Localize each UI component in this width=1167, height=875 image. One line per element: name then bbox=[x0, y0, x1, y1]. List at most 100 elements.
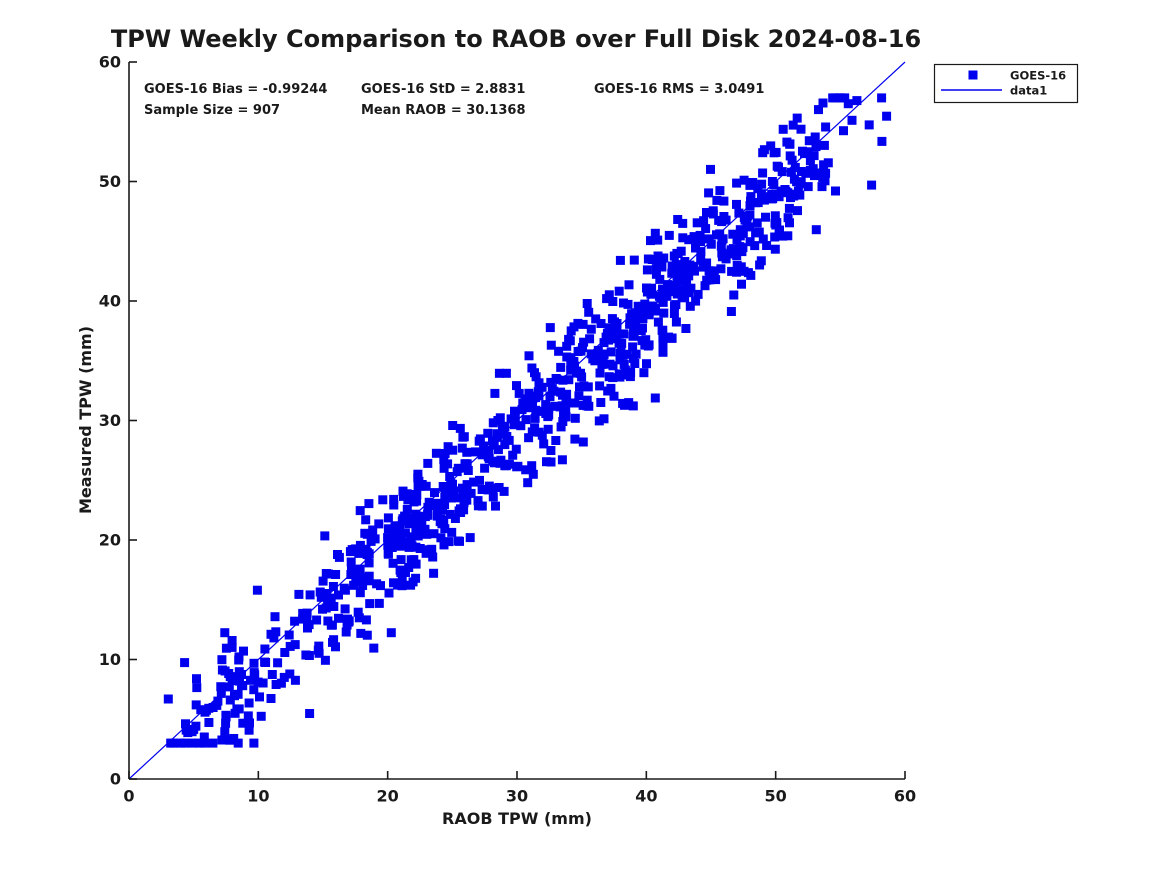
scatter-point bbox=[544, 410, 554, 420]
scatter-point bbox=[180, 738, 190, 748]
scatter-point bbox=[406, 555, 416, 565]
scatter-point bbox=[491, 501, 500, 511]
scatter-point bbox=[273, 658, 283, 668]
scatter-point bbox=[556, 362, 566, 372]
scatter-point bbox=[422, 529, 432, 539]
scatter-point bbox=[586, 324, 596, 334]
scatter-point bbox=[673, 276, 682, 285]
scatter-point bbox=[378, 495, 388, 505]
scatter-point bbox=[620, 365, 630, 375]
scatter-point bbox=[543, 424, 553, 434]
scatter-point bbox=[638, 323, 647, 333]
scatter-point bbox=[499, 422, 509, 432]
scatter-point bbox=[728, 229, 738, 239]
scatter-point bbox=[217, 655, 227, 665]
scatter-point bbox=[777, 167, 787, 177]
scatter-point bbox=[877, 93, 887, 103]
scatter-point bbox=[798, 146, 807, 156]
scatter-point bbox=[396, 529, 406, 539]
scatter-point bbox=[316, 592, 326, 602]
scatter-point bbox=[564, 375, 574, 385]
scatter-point bbox=[243, 711, 253, 721]
scatter-point bbox=[321, 603, 331, 613]
scatter-point bbox=[745, 180, 755, 190]
scatter-point bbox=[356, 628, 366, 638]
legend-marker-square-icon bbox=[968, 70, 978, 80]
scatter-point bbox=[726, 307, 736, 316]
scatter-point bbox=[320, 531, 330, 541]
scatter-point bbox=[823, 158, 833, 168]
scatter-point bbox=[516, 421, 526, 431]
scatter-point bbox=[260, 644, 270, 654]
scatter-point bbox=[440, 500, 450, 510]
scatter-point bbox=[681, 324, 691, 333]
scatter-point bbox=[843, 99, 853, 109]
scatter-point bbox=[470, 447, 480, 457]
scatter-point bbox=[803, 182, 813, 192]
scatter-point bbox=[364, 558, 374, 568]
scatter-point bbox=[615, 372, 625, 382]
scatter-point bbox=[513, 461, 523, 471]
scatter-point bbox=[606, 347, 616, 357]
scatter-point bbox=[745, 201, 755, 211]
scatter-point bbox=[427, 544, 437, 554]
scatter-point bbox=[706, 239, 716, 249]
scatter-point bbox=[566, 353, 576, 363]
scatter-point bbox=[811, 225, 821, 235]
scatter-point bbox=[383, 533, 393, 543]
scatter-point bbox=[313, 645, 323, 655]
scatter-point bbox=[444, 537, 454, 547]
scatter-point bbox=[670, 301, 679, 311]
scatter-point bbox=[290, 640, 300, 650]
scatter-point bbox=[342, 620, 352, 630]
scatter-point bbox=[285, 669, 295, 679]
scatter-points-layer bbox=[163, 93, 892, 748]
scatter-point bbox=[732, 178, 742, 188]
x-tick-label: 30 bbox=[506, 787, 528, 806]
scatter-point bbox=[775, 225, 784, 235]
scatter-point bbox=[192, 683, 202, 693]
scatter-point bbox=[221, 712, 231, 722]
scatter-point bbox=[629, 255, 639, 265]
scatter-point bbox=[545, 392, 555, 402]
scatter-point bbox=[745, 210, 755, 220]
scatter-point bbox=[255, 692, 264, 702]
scatter-point bbox=[610, 317, 619, 327]
scatter-point bbox=[653, 235, 663, 245]
scatter-point bbox=[669, 309, 679, 318]
scatter-point bbox=[212, 700, 222, 710]
scatter-point bbox=[421, 481, 431, 491]
scatter-point bbox=[612, 325, 622, 335]
scatter-point bbox=[783, 231, 793, 241]
scatter-point bbox=[657, 262, 667, 272]
scatter-point bbox=[383, 549, 393, 559]
scatter-point bbox=[384, 588, 394, 598]
scatter-point bbox=[682, 277, 692, 287]
scatter-point bbox=[753, 184, 763, 194]
scatter-point bbox=[488, 492, 498, 502]
scatter-point bbox=[305, 709, 315, 718]
scatter-point bbox=[598, 352, 608, 362]
scatter-point bbox=[624, 280, 634, 290]
scatter-point bbox=[499, 429, 509, 439]
y-tick-label: 60 bbox=[99, 53, 121, 72]
scatter-point bbox=[658, 333, 668, 343]
scatter-point bbox=[530, 368, 539, 378]
scatter-point bbox=[546, 340, 556, 350]
scatter-point bbox=[672, 248, 682, 258]
scatter-point bbox=[169, 738, 179, 748]
scatter-point bbox=[778, 124, 788, 134]
scatter-point bbox=[301, 650, 311, 660]
scatter-point bbox=[463, 466, 473, 475]
scatter-point bbox=[322, 589, 332, 598]
scatter-point bbox=[233, 689, 243, 699]
scatter-point bbox=[712, 195, 722, 205]
scatter-point bbox=[556, 422, 566, 432]
scatter-point bbox=[636, 303, 646, 312]
scatter-point bbox=[450, 514, 460, 523]
scatter-point bbox=[528, 469, 538, 479]
scatter-point bbox=[805, 156, 815, 166]
scatter-point bbox=[574, 391, 584, 401]
scatter-point bbox=[217, 735, 227, 745]
scatter-point bbox=[383, 524, 393, 534]
